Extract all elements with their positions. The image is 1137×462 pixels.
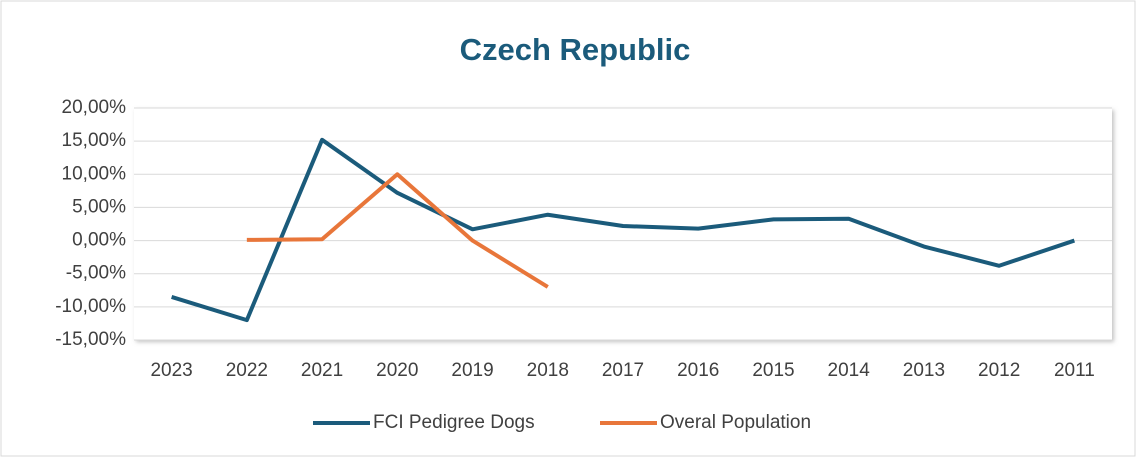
x-tick-label: 2017	[602, 360, 644, 381]
legend-label: FCI Pedigree Dogs	[373, 412, 535, 433]
x-tick-label: 2016	[677, 360, 719, 381]
x-tick-label: 2013	[903, 360, 945, 381]
x-tick-label: 2023	[150, 360, 192, 381]
x-tick-label: 2012	[978, 360, 1020, 381]
y-tick-label: 0,00%	[72, 230, 126, 251]
y-tick-label: -5,00%	[66, 263, 126, 284]
y-tick-label: 20,00%	[62, 97, 127, 118]
y-tick-label: -15,00%	[55, 329, 126, 350]
legend-label: Overal Population	[660, 412, 811, 433]
chart-title: Czech Republic	[460, 32, 691, 67]
y-tick-label: 15,00%	[62, 130, 127, 151]
x-tick-label: 2015	[752, 360, 794, 381]
series-line	[246, 172, 549, 289]
x-tick-label: 2014	[828, 360, 871, 381]
x-tick-label: 2011	[1054, 360, 1095, 381]
y-tick-label: 5,00%	[72, 196, 126, 217]
x-tick-label: 2021	[301, 360, 343, 381]
x-tick-label: 2019	[451, 360, 493, 381]
x-tick-label: 2018	[527, 360, 569, 381]
y-tick-label: -10,00%	[55, 296, 126, 317]
series-line	[171, 137, 1076, 323]
x-tick-label: 2020	[376, 360, 418, 381]
x-tick-label: 2022	[226, 360, 268, 381]
y-tick-label: 10,00%	[62, 163, 127, 184]
